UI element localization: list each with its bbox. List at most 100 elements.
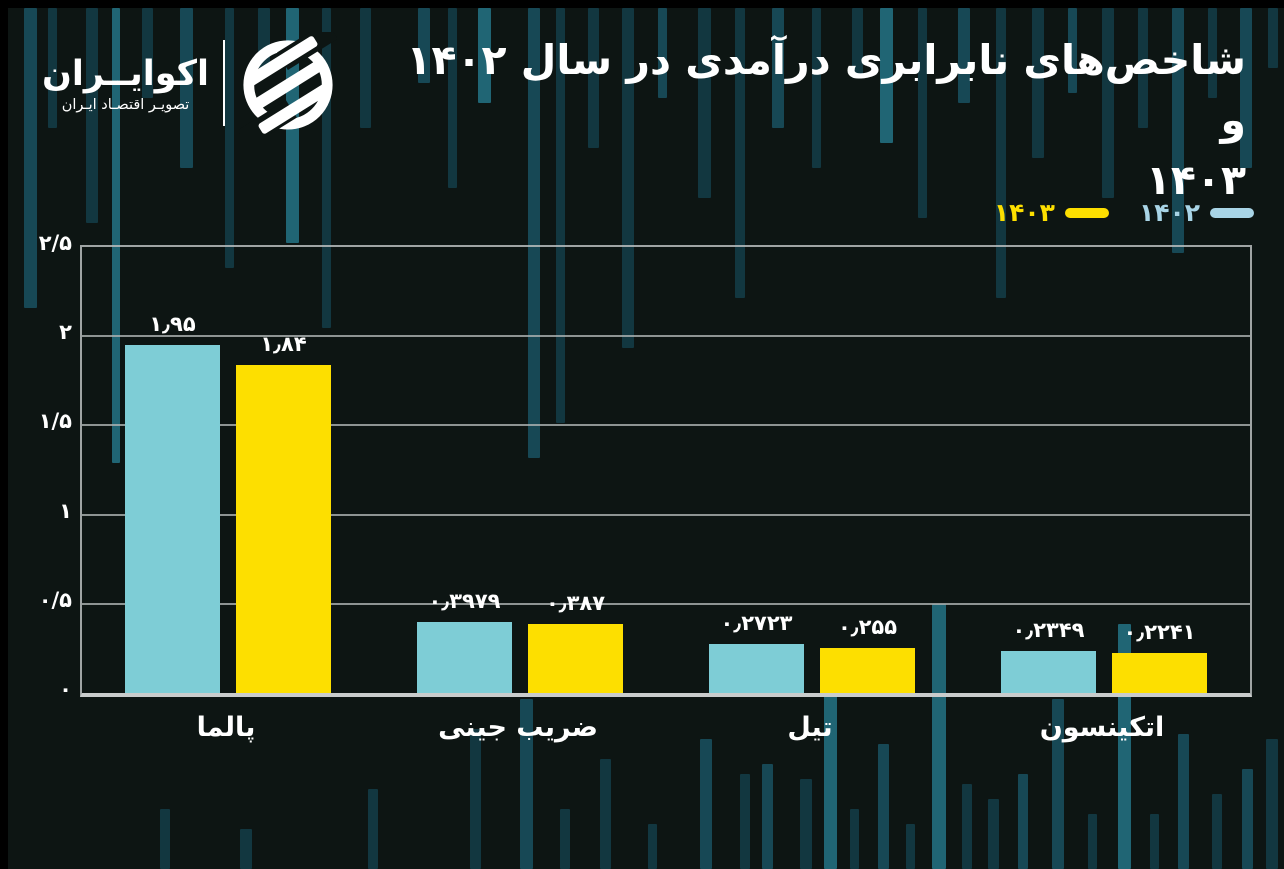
x-axis-category-label: ضریب جینی [438, 712, 598, 743]
background-streak [112, 8, 120, 463]
background-streak [996, 8, 1006, 298]
background-streak [600, 759, 611, 869]
background-streak [1268, 8, 1278, 68]
background-streak [1138, 8, 1148, 128]
background-streak [962, 784, 972, 869]
y-axis-tick-label: ۱/۵ [38, 409, 72, 434]
background-streak [448, 8, 457, 188]
bar-value-label: ۰٫۳۹۷۹ [428, 589, 501, 613]
background-streak [824, 694, 837, 869]
page-title-line1: شاخص‌های نابرابری درآمدی در سال ۱۴۰۲ و [406, 36, 1246, 144]
gridline-1.5 [82, 424, 1250, 427]
frame-left-border [0, 0, 8, 869]
background-streak [588, 8, 599, 148]
bar-۱۴۰۳-پالما [236, 364, 331, 693]
background-streak [735, 8, 745, 298]
background-streak [648, 824, 657, 869]
x-axis-category-label: تیل [787, 712, 833, 743]
gridline-1 [82, 513, 1250, 516]
background-streak [240, 829, 252, 869]
background-streak [360, 8, 371, 128]
frame-top-border [0, 0, 1284, 8]
background-streak [1032, 8, 1044, 158]
background-streak [160, 809, 170, 869]
background-streak [850, 809, 859, 869]
gridline-0.5 [82, 602, 1250, 605]
legend-label-1403: ۱۴۰۳ [993, 198, 1055, 227]
legend-label-1402: ۱۴۰۲ [1138, 198, 1200, 227]
logo-name: اکوایــران [42, 54, 210, 94]
background-streak [772, 8, 784, 128]
bar-value-label: ۰٫۳۸۷ [545, 590, 606, 615]
background-streak [1150, 814, 1159, 869]
background-streak [180, 8, 193, 168]
background-streak [556, 8, 565, 423]
brand-logo: اکوایــران تصویـر اقتصـاد ایـران [42, 32, 338, 134]
background-streak [878, 744, 889, 869]
bar-value-label: ۱٫۸۴ [260, 331, 307, 356]
background-streak [988, 799, 999, 869]
background-streak [1266, 739, 1278, 869]
background-streak [740, 774, 750, 869]
bar-value-label: ۰٫۲۳۴۹ [1012, 618, 1085, 643]
bar-value-label: ۰٫۲۲۴۱ [1123, 620, 1196, 645]
background-streak [622, 8, 634, 348]
background-streak [1212, 794, 1222, 869]
background-streak [658, 8, 667, 98]
bar-۱۴۰۳-تیل [820, 647, 915, 693]
background-streak [800, 779, 812, 869]
background-streak [958, 8, 970, 103]
chart-legend: ۱۴۰۳ ۱۴۰۲ [994, 198, 1254, 227]
background-streak [700, 739, 712, 869]
background-streak [932, 604, 946, 869]
x-axis-category-label: اتکینسون [1039, 712, 1165, 743]
y-axis-tick-label: ۲ [59, 320, 72, 345]
page-title: شاخص‌های نابرابری درآمدی در سال ۱۴۰۲ و ۱… [396, 30, 1246, 210]
background-streak [1172, 8, 1184, 253]
page-title-line2: ۱۴۰۳ [1145, 156, 1246, 204]
background-streak [1240, 8, 1252, 168]
background-streak [1018, 774, 1028, 869]
background-streak [48, 8, 57, 128]
background-streak [24, 8, 37, 308]
ecoiran-logo-icon [239, 32, 338, 134]
bar-۱۴۰۲-تیل [709, 644, 804, 693]
logo-divider [223, 40, 226, 126]
background-streak [880, 8, 893, 143]
background-streak [762, 764, 773, 869]
background-streak [906, 824, 915, 869]
background-streak [698, 8, 711, 198]
background-streak [368, 789, 378, 869]
logo-tagline: تصویـر اقتصـاد ایـران [61, 97, 190, 113]
background-streak [1178, 734, 1189, 869]
background-streak [1052, 699, 1064, 869]
background-streak [812, 8, 821, 168]
background-streak [528, 8, 540, 458]
background-streak [418, 8, 430, 83]
logo-text-block: اکوایــران تصویـر اقتصـاد ایـران [42, 53, 209, 113]
x-axis-category-label: پالما [196, 712, 256, 743]
bar-۱۴۰۳-ضریب جینی [528, 623, 623, 693]
bar-value-label: ۱٫۹۵ [149, 312, 196, 337]
bar-۱۴۰۲-پالما [125, 345, 220, 693]
bar-۱۴۰۲-اتکینسون [1001, 651, 1096, 693]
y-axis-tick-label: ۲/۵ [38, 231, 72, 255]
background-streak [86, 8, 98, 223]
background-streak [225, 8, 234, 268]
background-streak [1068, 8, 1077, 93]
background-streak [1088, 814, 1097, 869]
bar-value-label: ۰٫۲۵۵ [837, 614, 898, 639]
legend-dash-1403-icon [1064, 207, 1109, 218]
bar-value-label: ۰٫۲۷۲۳ [720, 611, 793, 636]
legend-item-1403: ۱۴۰۳ [994, 198, 1109, 227]
legend-dash-1402-icon [1210, 207, 1254, 218]
background-streak [1102, 8, 1114, 198]
background-streak [478, 8, 491, 103]
background-streak [142, 8, 153, 98]
background-streak [1208, 8, 1217, 98]
y-axis-tick-label: ۰ [59, 677, 72, 701]
background-streak [918, 8, 927, 218]
y-axis-tick-label: ۰/۵ [38, 587, 72, 612]
